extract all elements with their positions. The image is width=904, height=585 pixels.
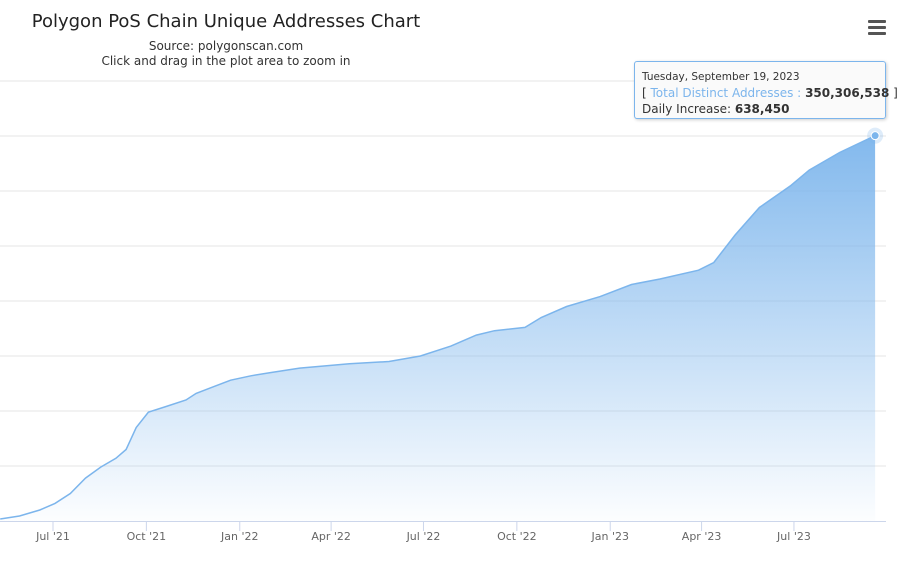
- hover-point: [870, 131, 880, 141]
- x-tick-label: Jul '22: [406, 530, 441, 543]
- hamburger-menu-icon[interactable]: [868, 20, 886, 36]
- x-tick-label: Apr '22: [311, 530, 351, 543]
- tooltip-bracket: [: [642, 86, 647, 100]
- series-line: [0, 135, 876, 520]
- tooltip-increase-value: 638,450: [734, 102, 790, 116]
- tooltip-increase-label: Daily Increase:: [642, 102, 732, 116]
- x-tick-label: Jan '22: [220, 530, 258, 543]
- x-tick-label: Oct '21: [127, 530, 167, 543]
- x-tick-label: Apr '23: [682, 530, 722, 543]
- chart-source: Source: polygonscan.com: [148, 39, 304, 53]
- x-tick-label: Jan '23: [590, 530, 628, 543]
- tooltip-value: 350,306,538: [805, 86, 890, 100]
- x-tick-label: Jul '23: [776, 530, 811, 543]
- chart-title: Polygon PoS Chain Unique Addresses Chart: [31, 11, 421, 32]
- chart-zoom-hint: Click and drag in the plot area to zoom …: [101, 54, 351, 68]
- series-area: [0, 135, 876, 521]
- tooltip-date: Tuesday, September 19, 2023: [642, 71, 800, 83]
- tooltip-bracket: ]: [893, 86, 898, 100]
- tooltip-series-label: Total Distinct Addresses :: [650, 86, 802, 100]
- tooltip: Tuesday, September 19, 2023 [ Total Dist…: [634, 61, 898, 119]
- x-tick-label: Jul '21: [35, 530, 70, 543]
- x-tick-label: Oct '22: [497, 530, 537, 543]
